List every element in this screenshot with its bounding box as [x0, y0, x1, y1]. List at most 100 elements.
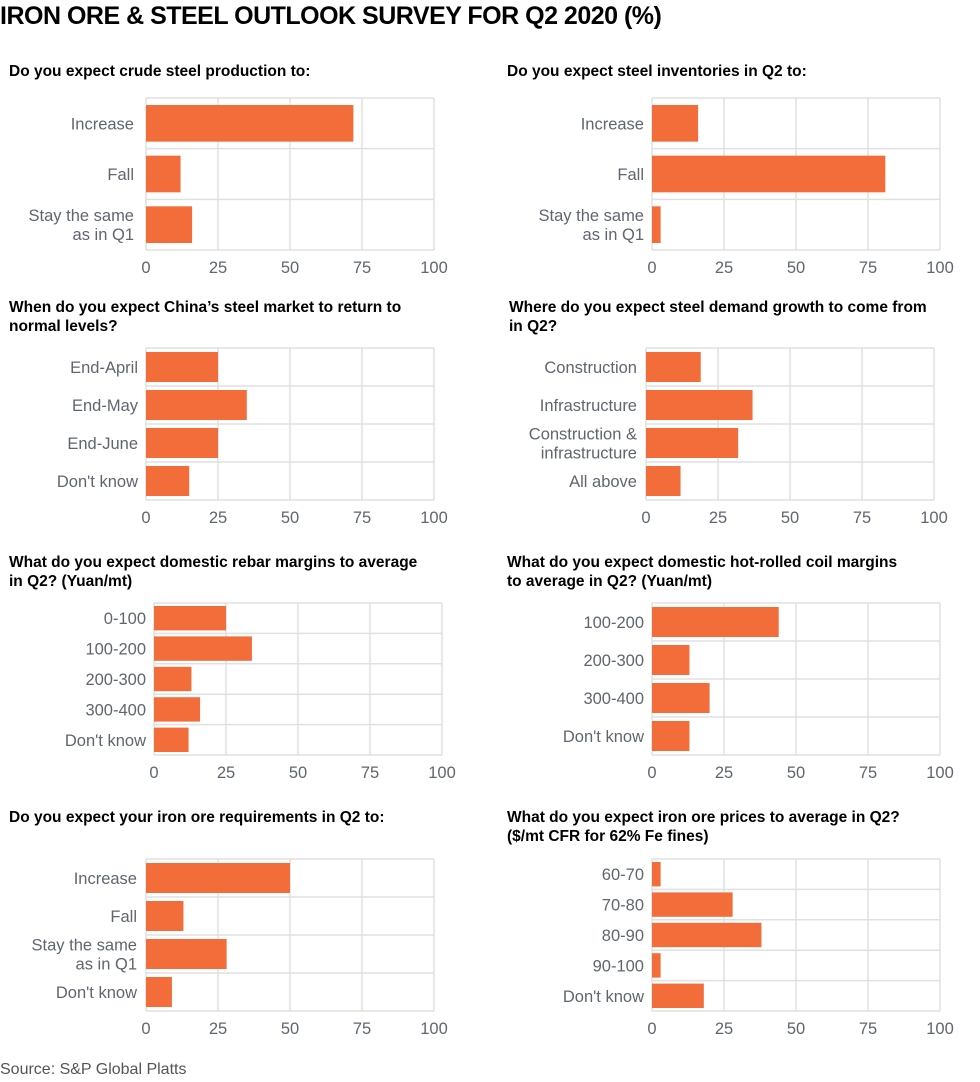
x-tick-label: 100	[420, 509, 448, 527]
category-label: Increase	[71, 115, 134, 133]
chart-title: Where do you expect steel demand growth …	[509, 299, 927, 335]
x-tick-label: 0	[149, 764, 158, 782]
x-tick-label: 75	[859, 259, 877, 277]
category-label: 100-200	[85, 641, 146, 659]
category-label: End-June	[67, 435, 138, 453]
category-label: Stay the same	[539, 207, 644, 225]
x-tick-label: 25	[715, 1020, 733, 1038]
bar	[652, 105, 699, 142]
x-tick-label: 75	[353, 259, 371, 277]
bar	[646, 352, 701, 382]
x-tick-label: 100	[926, 764, 954, 782]
x-tick-label: 50	[787, 259, 805, 277]
bar	[146, 352, 218, 382]
category-label: Don't know	[563, 988, 644, 1006]
x-tick-label: 75	[361, 764, 379, 782]
category-label: infrastructure	[541, 445, 637, 463]
category-label: 200-300	[583, 652, 644, 670]
x-tick-label: 100	[420, 1020, 448, 1038]
category-label: as in Q1	[76, 956, 137, 974]
category-label: Don't know	[563, 728, 644, 746]
bar	[652, 607, 779, 637]
bar	[146, 939, 227, 969]
category-label: as in Q1	[73, 226, 134, 244]
category-label: 300-400	[583, 690, 644, 708]
bar	[154, 606, 226, 631]
x-tick-label: 50	[781, 509, 799, 527]
x-tick-label: 75	[853, 509, 871, 527]
bar	[652, 206, 661, 243]
category-label: End-May	[72, 397, 139, 415]
bar	[646, 428, 739, 458]
bar	[652, 953, 661, 978]
category-label: Infrastructure	[540, 397, 637, 415]
bar	[146, 466, 190, 496]
bar	[154, 727, 189, 752]
bar	[146, 977, 172, 1007]
main-title: IRON ORE & STEEL OUTLOOK SURVEY FOR Q2 2…	[0, 2, 662, 30]
x-tick-label: 50	[787, 1020, 805, 1038]
bar	[146, 105, 354, 142]
chart-title: Do you expect crude steel production to:	[9, 63, 311, 80]
x-tick-label: 75	[859, 764, 877, 782]
x-tick-label: 0	[647, 1020, 656, 1038]
source-note: Source: S&P Global Platts	[0, 1061, 187, 1078]
bar	[154, 636, 252, 661]
x-tick-label: 100	[420, 259, 448, 277]
bar	[652, 862, 661, 887]
bar	[652, 155, 886, 193]
bar	[652, 983, 704, 1008]
category-label: Don't know	[65, 732, 146, 750]
x-tick-label: 75	[859, 1020, 877, 1038]
x-tick-label: 25	[709, 509, 727, 527]
bar	[646, 390, 753, 420]
category-label: 80-90	[602, 927, 644, 945]
chart-title: What do you expect iron ore prices to av…	[507, 809, 900, 845]
x-tick-label: 25	[715, 259, 733, 277]
bar	[154, 697, 201, 722]
chart-title: What do you expect domestic hot-rolled c…	[507, 554, 898, 590]
x-tick-label: 100	[920, 509, 948, 527]
x-tick-label: 50	[281, 259, 299, 277]
bar	[146, 390, 247, 420]
bar	[652, 892, 733, 917]
bar	[154, 666, 192, 692]
category-label: 300-400	[85, 701, 146, 719]
x-tick-label: 50	[787, 764, 805, 782]
x-tick-label: 50	[289, 764, 307, 782]
x-tick-label: 100	[926, 1020, 954, 1038]
x-tick-label: 0	[141, 259, 150, 277]
category-label: Don't know	[56, 984, 137, 1002]
category-label: Fall	[107, 166, 134, 184]
bar	[652, 683, 710, 713]
bar	[646, 466, 681, 496]
category-label: 90-100	[593, 957, 644, 975]
x-tick-label: 50	[281, 1020, 299, 1038]
x-tick-label: 0	[141, 1020, 150, 1038]
bar	[652, 721, 690, 751]
x-tick-label: 0	[641, 509, 650, 527]
x-tick-label: 25	[209, 1020, 227, 1038]
bar	[146, 863, 290, 893]
x-tick-label: 100	[428, 764, 456, 782]
x-tick-label: 0	[141, 509, 150, 527]
bar	[146, 901, 184, 931]
bar	[652, 645, 690, 675]
category-label: 60-70	[602, 866, 644, 884]
category-label: 0-100	[104, 610, 146, 628]
x-tick-label: 50	[281, 509, 299, 527]
category-label: Stay the same	[29, 207, 134, 225]
category-label: All above	[569, 473, 637, 491]
category-label: Construction &	[529, 426, 637, 444]
x-tick-label: 100	[926, 259, 954, 277]
bar	[652, 922, 762, 948]
x-tick-label: 0	[647, 259, 656, 277]
chart-title: Do you expect your iron ore requirements…	[9, 809, 385, 826]
category-label: Fall	[110, 908, 137, 926]
category-label: 70-80	[602, 897, 644, 915]
